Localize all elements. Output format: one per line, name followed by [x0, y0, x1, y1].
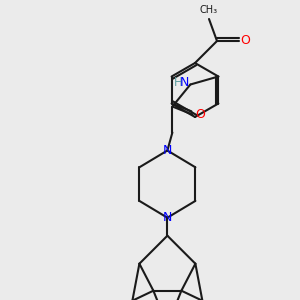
Text: N: N	[163, 211, 172, 224]
Text: N: N	[180, 76, 189, 89]
Text: CH₃: CH₃	[200, 5, 218, 15]
Text: O: O	[240, 34, 250, 47]
Text: N: N	[163, 144, 172, 157]
Text: H: H	[174, 76, 182, 89]
Text: O: O	[195, 108, 205, 121]
